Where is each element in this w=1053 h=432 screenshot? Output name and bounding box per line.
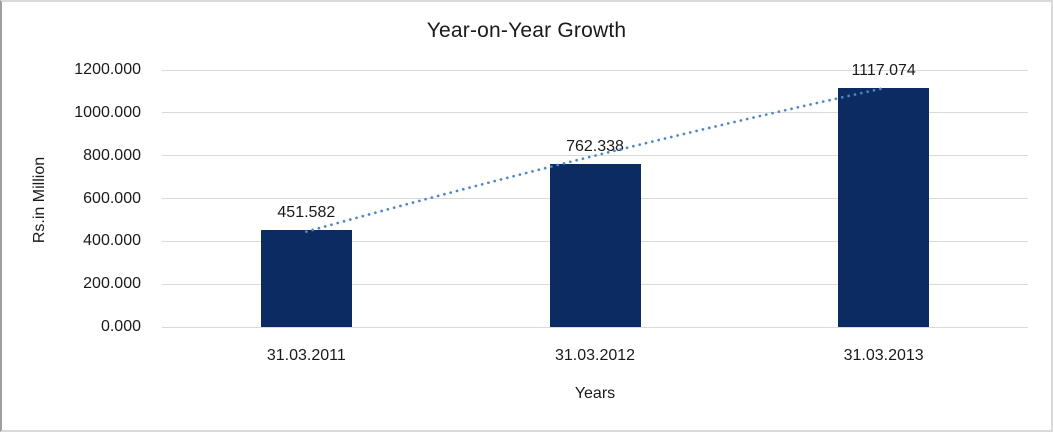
gridline <box>162 112 1028 114</box>
y-tick-label: 600.000 <box>83 189 141 207</box>
y-tick-label: 1000.000 <box>74 103 141 121</box>
gridline <box>162 326 1028 328</box>
bar-value-label: 1117.074 <box>851 61 916 79</box>
x-category-label: 31.03.2013 <box>843 347 924 364</box>
bar <box>260 230 352 327</box>
bar-value-label: 451.582 <box>277 204 336 222</box>
gridline <box>162 69 1028 71</box>
x-category-label: 31.03.2012 <box>554 347 636 364</box>
y-axis-title: Rs.in Million <box>31 156 48 244</box>
x-axis-title: Years <box>574 385 616 402</box>
y-tick-label: 800.000 <box>83 146 141 164</box>
trendline-path <box>304 86 886 234</box>
y-tick-label: 400.000 <box>83 232 141 250</box>
bar <box>549 163 641 327</box>
x-category-label: 31.03.2011 <box>266 347 346 364</box>
bar-value-label: 762.338 <box>566 137 624 155</box>
bar <box>838 87 930 327</box>
plot-area: 451.582 762.338 1117.074 <box>162 62 1028 328</box>
trendline <box>304 86 886 234</box>
y-tick-label: 1200.000 <box>74 61 141 78</box>
y-tick-label: 200.000 <box>83 275 141 293</box>
chart-title: Year-on-Year Growth <box>426 19 627 42</box>
y-tick-label: 0.000 <box>100 318 141 335</box>
